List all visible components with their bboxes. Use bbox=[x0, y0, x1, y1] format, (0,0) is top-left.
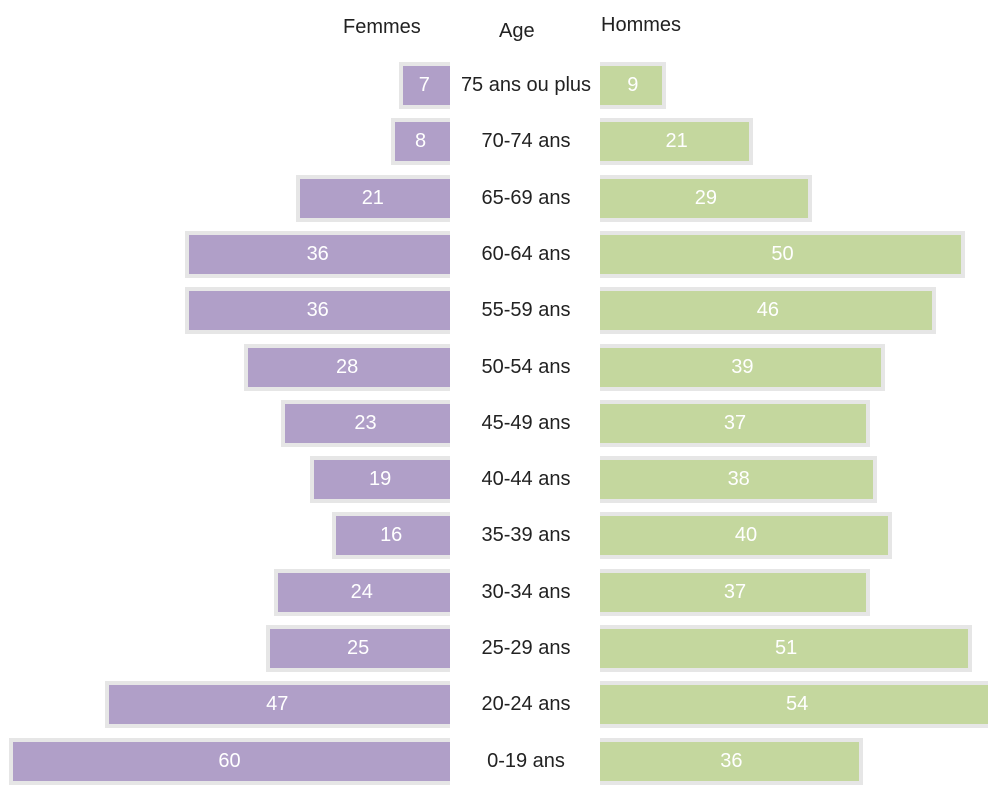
bar-femmes bbox=[332, 512, 450, 560]
value-label-hommes: 50 bbox=[771, 242, 794, 265]
bar-femmes bbox=[244, 343, 450, 391]
bar-hommes bbox=[600, 512, 892, 560]
bar-hommes bbox=[600, 287, 936, 335]
age-category-label: 35-39 ans bbox=[481, 524, 571, 547]
value-label-hommes: 37 bbox=[723, 411, 747, 434]
age-category-label: 60-64 ans bbox=[481, 242, 571, 265]
value-label-femmes: 60 bbox=[218, 749, 241, 772]
bar-hommes bbox=[600, 62, 666, 109]
age-category-label: 55-59 ans bbox=[481, 299, 571, 322]
value-label-hommes: 39 bbox=[731, 355, 754, 378]
value-label-femmes: 23 bbox=[354, 411, 377, 434]
age-category-label: 0-19 ans bbox=[487, 749, 565, 772]
value-label-hommes: 36 bbox=[720, 749, 743, 772]
bar-hommes bbox=[600, 568, 871, 616]
age-category-label: 20-24 ans bbox=[481, 693, 571, 716]
value-label-femmes: 21 bbox=[361, 186, 384, 209]
value-label-hommes: 21 bbox=[665, 130, 688, 153]
value-label-hommes: 46 bbox=[756, 299, 780, 322]
bar-femmes bbox=[185, 230, 450, 278]
age-category-label: 50-54 ans bbox=[481, 355, 571, 378]
age-category-label: 75 ans ou plus bbox=[460, 74, 592, 96]
value-label-femmes: 36 bbox=[306, 242, 329, 265]
bar-femmes bbox=[9, 737, 450, 785]
value-label-femmes: 28 bbox=[335, 355, 359, 378]
bar-hommes bbox=[600, 399, 871, 447]
value-label-hommes: 38 bbox=[727, 468, 750, 491]
value-label-hommes: 51 bbox=[775, 637, 798, 659]
value-label-hommes: 9 bbox=[627, 74, 639, 96]
bar-femmes bbox=[185, 287, 450, 335]
bar-femmes bbox=[398, 62, 450, 109]
age-category-label: 25-29 ans bbox=[481, 637, 571, 659]
value-label-hommes: 29 bbox=[694, 186, 717, 209]
bar-femmes bbox=[295, 174, 450, 222]
bar-femmes bbox=[273, 568, 450, 616]
value-label-hommes: 37 bbox=[723, 580, 747, 603]
bar-hommes bbox=[600, 343, 885, 391]
bar-femmes bbox=[391, 118, 450, 166]
value-label-femmes: 19 bbox=[369, 468, 392, 491]
age-category-label: 65-69 ans bbox=[481, 186, 571, 209]
age-category-label: 70-74 ans bbox=[481, 130, 571, 153]
hommes-header: Hommes bbox=[601, 14, 682, 36]
value-label-femmes: 25 bbox=[347, 637, 370, 659]
bar-hommes bbox=[600, 174, 812, 222]
bar-hommes bbox=[600, 230, 965, 278]
value-label-femmes: 47 bbox=[266, 693, 289, 716]
bar-femmes bbox=[266, 625, 450, 672]
bar-hommes bbox=[600, 681, 988, 729]
value-label-femmes: 36 bbox=[306, 299, 329, 322]
value-label-femmes: 7 bbox=[418, 74, 430, 96]
bar-femmes bbox=[104, 681, 450, 729]
value-label-hommes: 54 bbox=[785, 693, 809, 716]
bar-hommes bbox=[600, 737, 863, 785]
bar-hommes bbox=[600, 625, 973, 672]
age-header: Age bbox=[499, 20, 535, 42]
bar-hommes bbox=[600, 456, 878, 504]
value-label-femmes: 8 bbox=[415, 130, 427, 153]
bar-femmes bbox=[280, 399, 450, 447]
age-category-label: 45-49 ans bbox=[481, 411, 571, 434]
value-label-femmes: 16 bbox=[380, 524, 403, 547]
value-label-hommes: 40 bbox=[734, 524, 758, 547]
bar-femmes bbox=[310, 456, 450, 504]
value-label-femmes: 24 bbox=[350, 580, 373, 603]
age-category-label: 30-34 ans bbox=[481, 580, 571, 603]
femmes-header: Femmes bbox=[343, 16, 421, 38]
age-category-label: 40-44 ans bbox=[481, 468, 571, 491]
bar-hommes bbox=[600, 118, 754, 166]
